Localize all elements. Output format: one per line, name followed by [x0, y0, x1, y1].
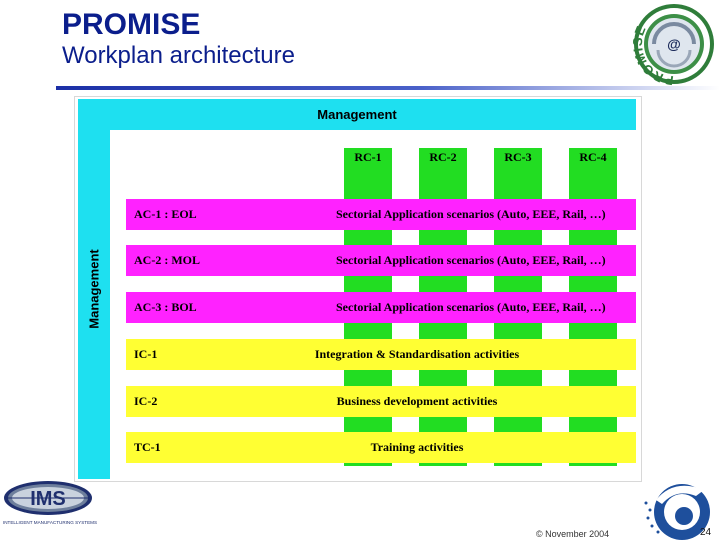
row-desc-ic-1: Integration & Standardisation activities — [314, 347, 520, 361]
promise-logo: PROMISE @ — [630, 4, 714, 88]
slide-title: PROMISE — [62, 8, 201, 41]
row-code-ac-3: AC-3 : BOL — [134, 300, 197, 314]
ims-logo: IMS INTELLIGENT MANUFACTURING SYSTEMS — [3, 481, 97, 525]
management-top-label: Management — [317, 107, 397, 122]
row-desc-ac-2: Sectorial Application scenarios (Auto, E… — [336, 253, 606, 267]
rc-label-1: RC-1 — [354, 150, 382, 164]
rc-label-4: RC-4 — [579, 150, 607, 164]
row-code-ac-2: AC-2 : MOL — [134, 253, 200, 267]
rc-label-3: RC-3 — [504, 150, 532, 164]
ims-logo-caption: INTELLIGENT MANUFACTURING SYSTEMS — [3, 520, 97, 525]
footer-date: © November 2004 — [536, 529, 610, 539]
row-code-ic-1: IC-1 — [134, 347, 158, 361]
management-side-bar — [78, 99, 110, 479]
row-desc-ic-2: Business development activities — [336, 394, 498, 408]
row-desc-tc-1: Training activities — [370, 440, 464, 454]
rc-label-2: RC-2 — [429, 150, 457, 164]
management-side-label: Management — [86, 249, 102, 329]
row-ac-2 — [126, 245, 636, 276]
row-code-ic-2: IC-2 — [134, 394, 158, 408]
row-tc-1 — [126, 432, 636, 463]
fp6-logo — [644, 484, 710, 540]
row-desc-ac-3: Sectorial Application scenarios (Auto, E… — [336, 300, 606, 314]
slide-subtitle: Workplan architecture — [62, 42, 295, 69]
row-ac-1 — [126, 199, 636, 230]
row-ic-2 — [126, 386, 636, 417]
row-code-tc-1: TC-1 — [134, 440, 161, 454]
row-ic-1 — [126, 339, 636, 370]
management-top-bar — [78, 99, 636, 130]
page-number: 24 — [700, 527, 712, 538]
row-desc-ac-1: Sectorial Application scenarios (Auto, E… — [336, 207, 606, 221]
ims-logo-text: IMS — [30, 488, 66, 510]
row-code-ac-1: AC-1 : EOL — [134, 207, 197, 221]
logo-center-text: @ — [667, 36, 681, 52]
row-ac-3 — [126, 292, 636, 323]
title-underline — [56, 86, 720, 90]
